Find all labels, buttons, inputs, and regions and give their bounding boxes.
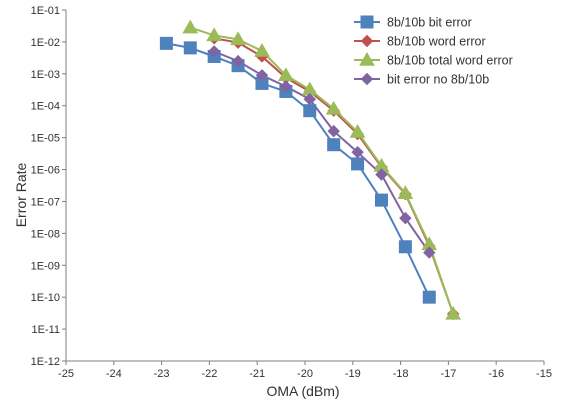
y-tick-label: 1E-11 (31, 324, 60, 336)
data-point-series-4 (231, 54, 245, 68)
x-tick-label: -19 (345, 368, 361, 380)
data-point-series-3 (349, 124, 366, 138)
data-point-series-1 (303, 104, 317, 118)
legend-label-3: 8b/10b total word error (387, 54, 513, 68)
x-tick-label: -24 (106, 368, 122, 380)
data-point-series-1 (327, 138, 341, 152)
x-tick-label: -15 (536, 368, 552, 380)
x-tick-label: -20 (297, 368, 313, 380)
legend-marker-4 (360, 72, 374, 86)
legend-marker-3 (359, 51, 375, 66)
data-point-series-1 (398, 240, 412, 254)
y-tick-label: 1E-09 (31, 260, 60, 272)
data-point-series-1 (159, 36, 173, 50)
data-point-series-3 (445, 305, 462, 320)
x-tick-label: -25 (58, 368, 74, 380)
y-tick-label: 1E-01 (31, 5, 60, 17)
data-point-series-4 (375, 168, 388, 181)
y-tick-label: 1E-05 (31, 133, 60, 145)
data-point-series-4 (279, 80, 293, 93)
x-tick-label: -21 (249, 368, 265, 380)
data-point-series-3 (182, 19, 199, 34)
data-point-series-3 (230, 31, 246, 46)
y-tick-label: 1E-08 (31, 228, 60, 240)
data-point-series-3 (206, 27, 223, 42)
series-markers (159, 19, 462, 321)
y-axis-label: Error Rate (13, 163, 29, 228)
data-point-series-1 (374, 193, 388, 207)
data-point-series-1 (422, 290, 436, 304)
data-point-series-3 (397, 185, 414, 200)
x-tick-label: -16 (488, 368, 504, 380)
legend-marker-2 (360, 34, 374, 48)
y-tick-label: 1E-03 (31, 69, 60, 81)
data-point-series-4 (255, 69, 269, 82)
x-tick-label: -17 (440, 368, 456, 380)
data-point-series-1 (351, 157, 365, 171)
data-point-series-4 (351, 145, 364, 159)
y-tick-label: 1E-06 (31, 165, 60, 177)
data-point-series-4 (207, 45, 221, 58)
series-line-4 (213, 50, 431, 254)
x-tick-label: -23 (154, 368, 170, 380)
data-point-series-4 (399, 211, 412, 225)
data-point-series-4 (303, 93, 316, 106)
y-tick-label: 1E-07 (31, 196, 60, 208)
x-tick-label: -18 (393, 368, 409, 380)
legend-label-4: bit error no 8b/10b (387, 73, 489, 87)
legend-label-1: 8b/10b bit error (387, 16, 472, 30)
data-point-series-4 (423, 246, 436, 259)
y-tick-label: 1E-12 (31, 356, 60, 368)
data-point-series-4 (327, 124, 340, 138)
data-point-series-1 (183, 41, 197, 55)
legend-label-2: 8b/10b word error (387, 35, 486, 49)
x-tick-label: -22 (201, 368, 217, 380)
axis-ticks: -25 -24 -23 -22 -21 -20 -19 -18 -17 -16 -15 1E-12 1E… (31, 5, 552, 380)
x-axis-label: OMA (dBm) (266, 383, 339, 399)
data-point-series-3 (254, 42, 270, 57)
y-tick-label: 1E-02 (31, 37, 60, 49)
y-tick-label: 1E-04 (31, 101, 60, 113)
legend-marker-1 (360, 15, 374, 29)
y-tick-label: 1E-10 (31, 292, 60, 304)
legend: 8b/10b bit error 8b/10b word error 8b/10b … (354, 15, 513, 87)
data-point-series-3 (325, 100, 342, 115)
